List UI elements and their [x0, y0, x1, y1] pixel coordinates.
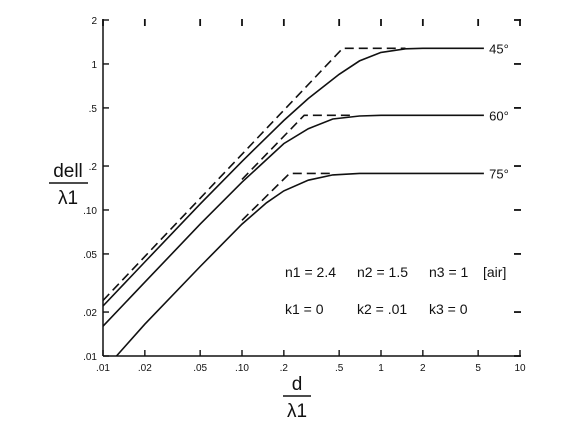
series-line-60-exact: [102, 114, 484, 327]
x-tick-label: .05: [193, 363, 207, 374]
param-k2: k2 = .01: [357, 301, 407, 317]
x-tick-label: 5: [475, 363, 481, 374]
series-line-45-exact: [102, 47, 484, 307]
curve-label-75: 75°: [489, 166, 509, 181]
series-line-75-exact: [115, 172, 484, 357]
x-tick-label: .2: [280, 363, 289, 374]
y-axis-label-denominator: λ1: [58, 188, 78, 209]
param-medium: [air]: [483, 264, 506, 280]
param-n3: n3 = 1: [429, 264, 469, 280]
parameter-annotation: n1 = 2.4 n2 = 1.5 n3 = 1 [air] k1 = 0 k2…: [285, 264, 506, 317]
x-axis-label: d λ1: [283, 374, 311, 422]
y-tick-label: .5: [89, 104, 98, 115]
param-k1: k1 = 0: [285, 301, 324, 317]
y-tick-label: 2: [91, 16, 97, 27]
x-tick-label: .5: [335, 363, 344, 374]
y-axis-ticks: .01 .02 .05 .10 .2 .5 1 2: [83, 16, 521, 363]
y-axis-label-numerator: dell: [53, 161, 83, 182]
y-tick-label: 1: [91, 60, 97, 71]
param-k3: k3 = 0: [429, 301, 468, 317]
param-n1: n1 = 2.4: [285, 264, 336, 280]
x-axis-label-numerator: d: [292, 374, 303, 395]
y-tick-label: .01: [83, 352, 97, 363]
x-tick-label: 1: [378, 363, 384, 374]
curve-label-45: 45°: [489, 41, 509, 56]
x-tick-label: 10: [514, 363, 526, 374]
x-axis-label-denominator: λ1: [287, 401, 307, 422]
y-tick-label: .02: [83, 308, 97, 319]
x-axis-ticks: .01 .02 .05 .10 .2 .5 1 2 5 10: [96, 19, 526, 374]
y-axis-label: dell λ1: [49, 161, 88, 209]
param-n2: n2 = 1.5: [357, 264, 408, 280]
y-tick-label: .10: [83, 206, 97, 217]
y-tick-label: .05: [83, 250, 97, 261]
series-line-60-asymptote: [241, 114, 351, 180]
x-tick-label: .02: [138, 363, 152, 374]
series-line-45-asymptote: [102, 47, 406, 302]
x-tick-label: .01: [96, 363, 110, 374]
series-line-75-asymptote: [241, 172, 333, 221]
series-layer: [102, 47, 484, 357]
curve-labels: 45° 60° 75°: [489, 41, 509, 181]
y-tick-label: .2: [89, 162, 98, 173]
curve-label-60: 60°: [489, 108, 509, 123]
x-tick-label: 2: [420, 363, 426, 374]
x-tick-label: .10: [235, 363, 249, 374]
